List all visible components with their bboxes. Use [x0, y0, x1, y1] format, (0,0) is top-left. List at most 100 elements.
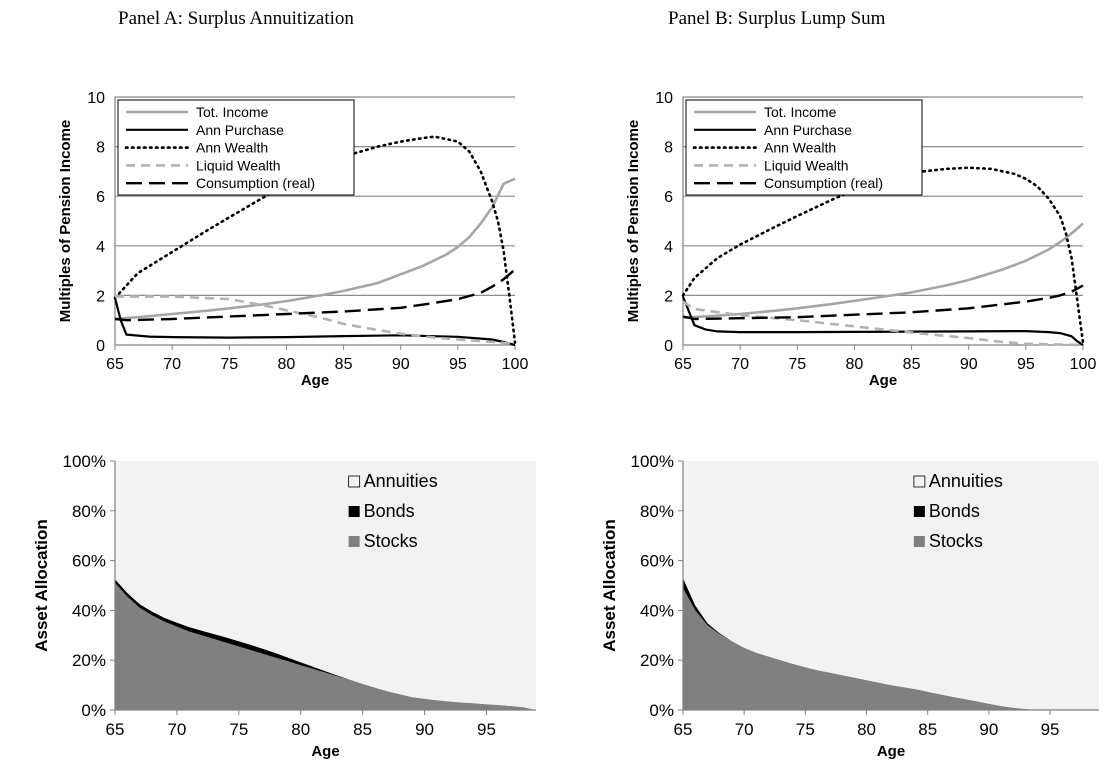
series-line-liquid-wealth	[682, 300, 1084, 347]
area-chart-B-bottom: 0% 20% 40% 60% 80% 100% 65 70 75 80 85 90 95 Age Asset…	[600, 452, 1099, 760]
x-tick-label: 65	[674, 356, 692, 373]
legend-swatch-bonds	[913, 506, 925, 517]
series-line-tot-income	[682, 222, 1084, 319]
legend-label-stocks: Stocks	[364, 531, 418, 551]
legend-swatch-stocks	[913, 536, 925, 547]
y-tick-label: 4	[664, 239, 673, 256]
y-tick-label: 6	[96, 189, 105, 206]
x-tick-label: 90	[979, 720, 998, 739]
y-tick-label: 10	[87, 90, 105, 107]
area-annuities	[683, 461, 1099, 710]
x-tick-label: 75	[220, 356, 238, 373]
series-line-tot-income	[114, 177, 516, 321]
series-line-liquid-wealth	[115, 295, 516, 346]
x-tick-label: 75	[796, 720, 815, 739]
y-tick-label: 60%	[72, 552, 106, 571]
y-tick-label: 0%	[649, 701, 674, 720]
y-tick-label: 0	[664, 338, 673, 355]
x-tick-label: 85	[918, 720, 937, 739]
y-tick-label: 20%	[72, 651, 106, 670]
y-tick-label: 8	[664, 140, 673, 157]
x-tick-label: 95	[449, 356, 467, 373]
y-tick-label: 80%	[640, 502, 674, 521]
line-chart-B-top: 0 2 4 6 8 10 65 70 75 80 85 90 95 100 Age Multiples of …	[625, 90, 1096, 389]
legend-label-liquid-wealth: Liquid Wealth	[196, 157, 281, 173]
legend-label-bonds: Bonds	[364, 501, 415, 521]
x-tick-label: 70	[167, 720, 186, 739]
series-line-ann-purchase	[113, 297, 516, 347]
x-tick-label: 80	[857, 720, 876, 739]
legend-label-stocks: Stocks	[929, 531, 983, 551]
series-line-consumption-real	[682, 284, 1084, 321]
x-axis-label: Age	[877, 743, 905, 760]
y-axis-label: Multiples of Pension Income	[625, 120, 642, 323]
x-tick-label: 65	[106, 720, 125, 739]
x-tick-label: 95	[1017, 356, 1035, 373]
x-tick-label: 70	[735, 720, 754, 739]
panel-b-title: Panel B: Surplus Lump Sum	[668, 8, 886, 29]
x-axis-label: Age	[301, 372, 329, 389]
y-tick-label: 2	[664, 288, 673, 305]
y-tick-label: 20%	[640, 651, 674, 670]
x-tick-label: 70	[731, 356, 749, 373]
y-tick-label: 4	[96, 239, 105, 256]
series-line-consumption-real	[114, 268, 516, 322]
series-line-ann-purchase	[681, 296, 1084, 346]
x-tick-label: 90	[392, 356, 410, 373]
area-chart-A-bottom: 0% 20% 40% 60% 80% 100% 65 70 75 80 85 90 95 Age Asset…	[32, 452, 536, 760]
legend-label-annuities: Annuities	[364, 471, 438, 491]
y-tick-label: 40%	[72, 601, 106, 620]
x-tick-label: 100	[502, 356, 529, 373]
x-tick-label: 85	[903, 356, 921, 373]
y-axis-label: Multiples of Pension Income	[57, 120, 74, 323]
panel-a-title: Panel A: Surplus Annuitization	[118, 8, 354, 29]
y-tick-label: 0	[96, 338, 105, 355]
x-tick-label: 90	[960, 356, 978, 373]
x-axis-label: Age	[311, 743, 339, 760]
y-tick-label: 10	[655, 90, 673, 107]
legend-label-consumption-real: Consumption (real)	[196, 175, 315, 191]
x-tick-label: 85	[335, 356, 353, 373]
legend-label-bonds: Bonds	[929, 501, 980, 521]
x-tick-label: 80	[278, 356, 296, 373]
legend-label-ann-purchase: Ann Purchase	[196, 122, 284, 138]
legend-swatch-annuities	[348, 475, 361, 488]
y-tick-label: 8	[96, 140, 105, 157]
legend-label-tot-income: Tot. Income	[764, 104, 837, 120]
legend-label-liquid-wealth: Liquid Wealth	[764, 157, 849, 173]
x-tick-label: 75	[788, 356, 806, 373]
legend-label-ann-wealth: Ann Wealth	[196, 140, 268, 156]
legend-label-annuities: Annuities	[929, 471, 1003, 491]
series-line-ann-wealth	[113, 135, 517, 344]
x-tick-label: 85	[353, 720, 372, 739]
legend-label-consumption-real: Consumption (real)	[764, 175, 883, 191]
legend-label-tot-income: Tot. Income	[196, 104, 269, 120]
y-tick-label: 60%	[640, 552, 674, 571]
legend-swatch-stocks	[348, 536, 360, 547]
x-tick-label: 90	[415, 720, 434, 739]
y-tick-label: 6	[664, 189, 673, 206]
y-tick-label: 80%	[72, 502, 106, 521]
legend-label-ann-wealth: Ann Wealth	[764, 140, 836, 156]
area-stocks	[115, 583, 536, 710]
x-tick-label: 65	[106, 356, 124, 373]
y-tick-label: 0%	[81, 701, 106, 720]
y-axis-label: Asset Allocation	[600, 519, 619, 652]
line-chart-A-top: 0 2 4 6 8 10 65 70 75 80 85 90 95 100 Age Multiples of …	[57, 90, 528, 389]
area-stocks	[683, 587, 1099, 710]
x-tick-label: 75	[229, 720, 248, 739]
series-line-ann-wealth	[681, 166, 1085, 344]
y-tick-label: 100%	[63, 452, 106, 471]
y-tick-label: 40%	[640, 601, 674, 620]
x-tick-label: 95	[477, 720, 496, 739]
x-tick-label: 95	[1041, 720, 1060, 739]
y-axis-label: Asset Allocation	[32, 519, 51, 652]
x-tick-label: 65	[674, 720, 693, 739]
x-tick-label: 80	[846, 356, 864, 373]
area-annuities	[115, 461, 536, 710]
legend-label-ann-purchase: Ann Purchase	[764, 122, 852, 138]
x-tick-label: 70	[163, 356, 181, 373]
legend-swatch-annuities	[913, 475, 926, 488]
